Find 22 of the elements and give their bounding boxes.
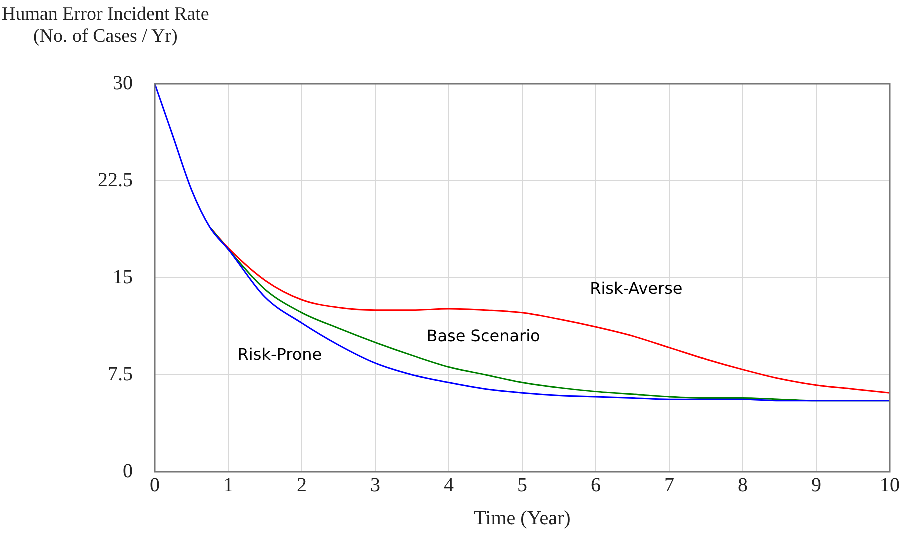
annotation: Base Scenario [426,326,540,346]
x-tick-label: 0 [150,474,160,496]
x-tick-label: 4 [444,474,454,496]
y-tick-label: 0 [123,460,133,482]
x-tick-label: 9 [812,474,822,496]
line-series [155,84,890,402]
x-tick-label: 6 [591,474,601,496]
y-tick-label: 15 [113,266,133,288]
x-tick-label: 7 [664,474,674,496]
y-tick-label: 22.5 [98,169,133,192]
annotation: Risk-Averse [590,278,683,298]
x-tick-label: 2 [297,474,307,496]
y-tick-label: 7.5 [108,363,133,386]
x-tick-label: 5 [518,474,528,496]
x-tick-label: 10 [880,474,900,496]
x-tick-label: 3 [370,474,380,496]
x-axis-title: Time (Year) [474,507,571,530]
y-tick-label: 30 [113,72,133,94]
x-tick-label: 8 [738,474,748,496]
y-axis-title: Human Error Incident Rate (No. of Cases / Yr) [2,4,210,48]
annotation: Risk-Prone [238,344,322,364]
x-tick-label: 1 [224,474,234,496]
